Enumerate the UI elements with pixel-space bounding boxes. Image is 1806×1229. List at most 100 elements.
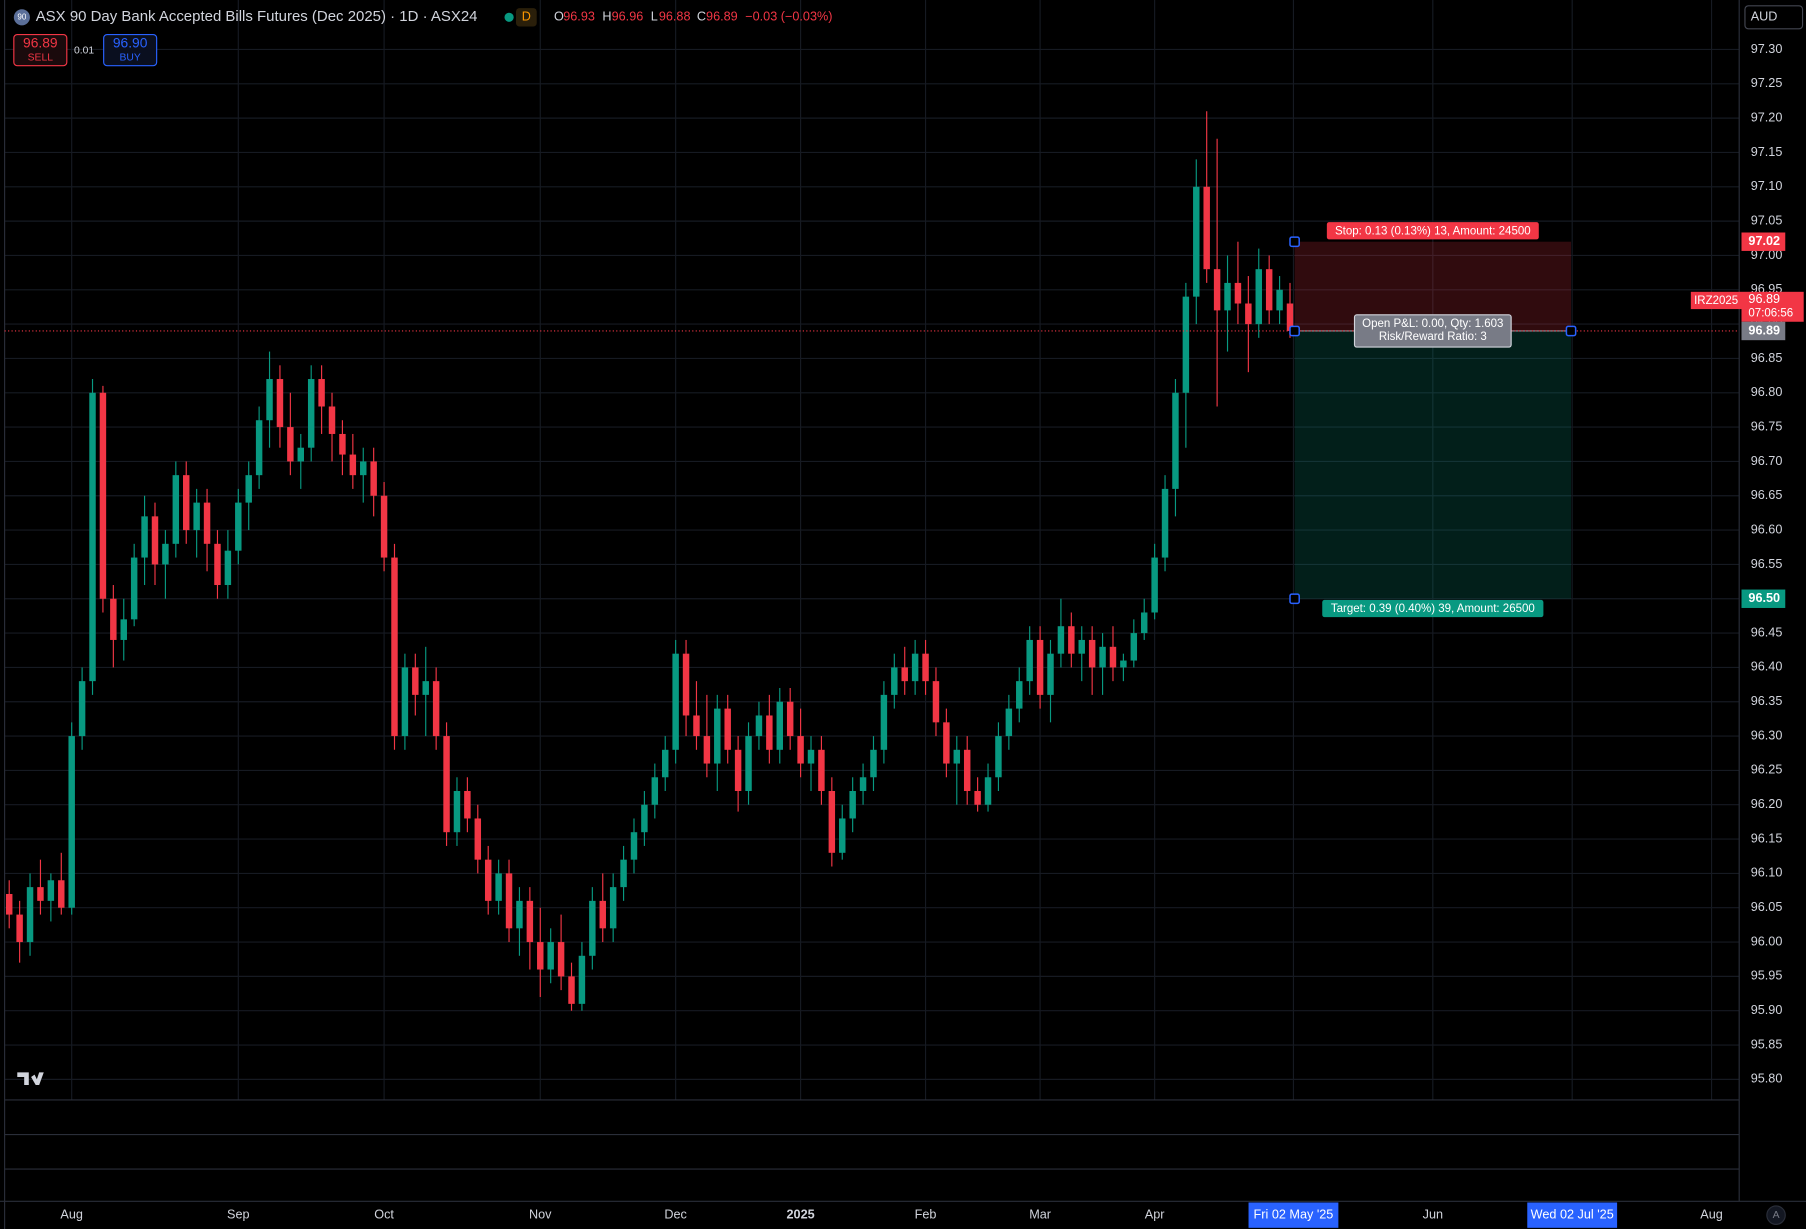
candle-body: [891, 667, 898, 695]
candle-body: [1213, 269, 1221, 311]
candle-body: [318, 379, 325, 407]
symbol: IRZ2025: [1694, 295, 1738, 307]
candle-body: [714, 708, 721, 764]
y-tick-label: 96.40: [1751, 660, 1783, 674]
candle-body: [47, 880, 55, 901]
auto-scale-label[interactable]: A: [1773, 1210, 1780, 1221]
candle-body: [599, 900, 606, 929]
x-tick-label: Aug: [1700, 1208, 1723, 1222]
entry-price-bg: [1741, 321, 1786, 341]
y-tick-label: 96.00: [1751, 934, 1783, 948]
candle-body: [151, 516, 159, 565]
candle-body: [16, 914, 23, 943]
candle-body: [1151, 557, 1158, 613]
buy-price[interactable]: 96.90: [113, 34, 148, 50]
candle-body: [245, 475, 252, 503]
candle-body: [1161, 488, 1169, 558]
sell-button[interactable]: [13, 34, 68, 67]
y-tick-label: 97.30: [1751, 42, 1783, 56]
candle-body: [183, 475, 190, 531]
y-tick-label: 96.30: [1751, 728, 1783, 742]
candle-body: [922, 653, 929, 682]
candle-body: [495, 873, 502, 901]
candle-body: [391, 557, 398, 737]
candle-body: [339, 433, 346, 455]
y-tick-label: 97.10: [1751, 179, 1783, 193]
ohlc-label: C: [697, 10, 706, 24]
currency[interactable]: AUD: [1751, 10, 1778, 24]
candle-body: [370, 461, 377, 496]
candle-body: [651, 777, 659, 805]
y-tick-label: 96.65: [1751, 488, 1783, 502]
ohlc-label: L: [651, 10, 658, 24]
entry-price: 96.89: [1748, 323, 1780, 337]
candle-body: [297, 447, 305, 462]
spread: 0.01: [74, 45, 94, 56]
ohlc-value: 96.89: [706, 10, 738, 24]
y-tick-label: 96.05: [1751, 900, 1783, 914]
y-tick-label: 96.25: [1751, 763, 1783, 777]
candle-body: [630, 832, 638, 860]
y-tick-label: 96.45: [1751, 625, 1783, 639]
buy-label[interactable]: BUY: [119, 52, 140, 63]
candle-body: [859, 777, 867, 792]
y-tick-label: 96.70: [1751, 454, 1783, 468]
sell-label[interactable]: SELL: [28, 52, 54, 63]
candle-body: [828, 791, 836, 853]
candle-body: [995, 736, 1002, 778]
candle-body: [68, 736, 75, 908]
y-tick-label: 96.75: [1751, 419, 1783, 433]
candle-body: [443, 736, 450, 833]
candle-body: [661, 749, 669, 778]
candle-body: [1203, 186, 1210, 270]
candle-body: [1172, 392, 1179, 489]
candle-body: [5, 893, 13, 915]
candle-body: [776, 701, 783, 750]
sell-price[interactable]: 96.89: [23, 34, 58, 50]
symbol-icon-text: 90: [17, 12, 26, 21]
candle-body: [380, 495, 388, 558]
candle-body: [141, 516, 148, 558]
pnl-line: Open P&L: 0.00, Qty: 1.603: [1362, 318, 1503, 330]
candle-body: [1255, 269, 1262, 325]
candle-body: [1036, 639, 1044, 695]
stop-price-bg: [1741, 232, 1786, 251]
target-label-bg: [1322, 599, 1544, 618]
price-axis: 95.80 95.85 95.90 95.95 96.00 96.05 96.10 96.15…: [60, 42, 1782, 1228]
candle-body: [266, 379, 273, 421]
y-tick-label: 96.60: [1751, 522, 1783, 536]
stop-label-bg: [1326, 222, 1539, 240]
candle-body: [235, 502, 242, 551]
last-price-bg: [1741, 291, 1804, 322]
candle-body: [984, 777, 992, 805]
y-tick-label: 96.55: [1751, 557, 1783, 571]
buy-button[interactable]: [103, 34, 158, 67]
candle-body: [818, 749, 825, 792]
candle-body: [766, 715, 773, 750]
candle-body: [1057, 626, 1065, 654]
x-tick-label: Dec: [664, 1208, 687, 1222]
candle-body: [1068, 626, 1075, 654]
candle-body: [464, 791, 471, 819]
candle-body: [110, 598, 117, 640]
candle-body: [870, 749, 877, 778]
candle-body: [255, 420, 263, 476]
auto-scale-button[interactable]: [1766, 1205, 1786, 1225]
candle-body: [1120, 660, 1127, 668]
candle-body: [963, 749, 971, 792]
target-zone: [1294, 330, 1572, 599]
candle-body: [1140, 612, 1148, 634]
candle-body: [401, 667, 409, 737]
candle-body: [786, 701, 794, 737]
candle-body: [609, 887, 617, 929]
candle-body: [99, 392, 107, 599]
candle-body: [224, 550, 232, 586]
currency-button[interactable]: [1744, 5, 1804, 30]
candle-body: [557, 942, 565, 977]
candle-body: [307, 379, 315, 448]
x-tick-label: Apr: [1145, 1208, 1165, 1222]
candle-body: [755, 715, 763, 737]
candle-body: [453, 791, 461, 833]
badge: D: [522, 10, 531, 24]
candle-body: [953, 749, 961, 764]
